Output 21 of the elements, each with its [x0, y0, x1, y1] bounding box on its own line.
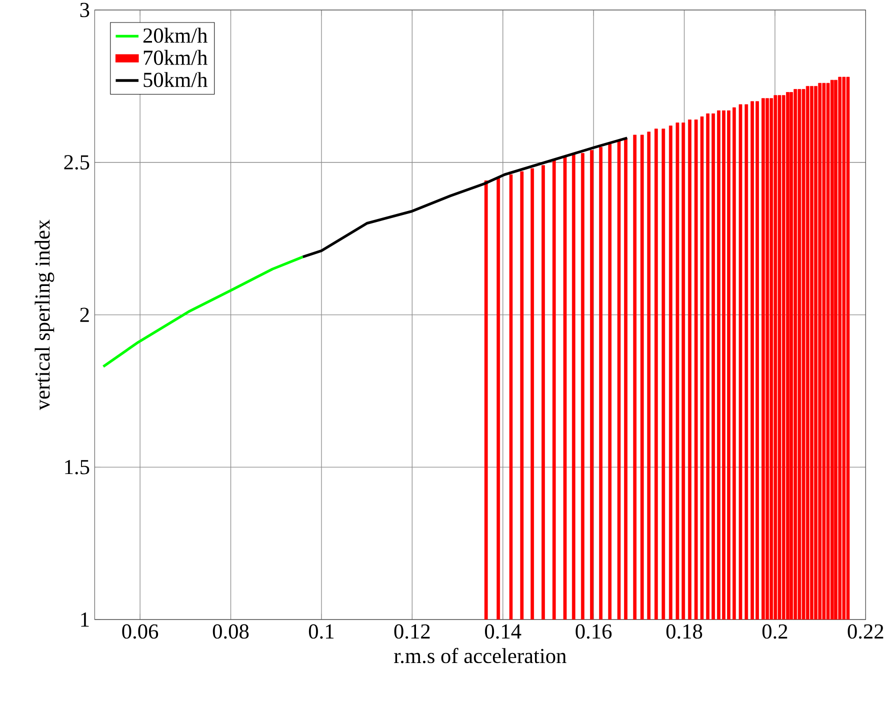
- y-tick-label: 1.5: [65, 460, 90, 474]
- x-tick-label: 0.14: [485, 624, 522, 639]
- x-axis-title: r.m.s of acceleration: [394, 648, 566, 664]
- legend-label: 20km/h: [143, 28, 208, 43]
- x-tick-label: 0.22: [848, 624, 884, 639]
- line-series: [302, 136, 628, 258]
- x-tick-label: 0.12: [394, 624, 430, 639]
- y-tick-label: 2.5: [64, 155, 90, 170]
- x-tick-label: 0.16: [576, 624, 612, 639]
- x-tick-label: 0.2: [762, 624, 788, 639]
- line-series: [102, 255, 304, 368]
- x-tick-label: 0.08: [212, 624, 249, 639]
- y-axis-title: vertical sperling index: [34, 219, 54, 410]
- x-tick-label: 0.1: [308, 624, 334, 639]
- x-tick-label: 0.06: [122, 624, 158, 639]
- legend-label: 70km/h: [144, 50, 208, 65]
- y-tick-label: 1: [81, 612, 89, 626]
- legend-label: 50km/h: [144, 72, 208, 87]
- x-tick-label: 0.18: [666, 624, 702, 639]
- y-tick-label: 3: [80, 2, 90, 18]
- y-tick-label: 2: [80, 308, 89, 322]
